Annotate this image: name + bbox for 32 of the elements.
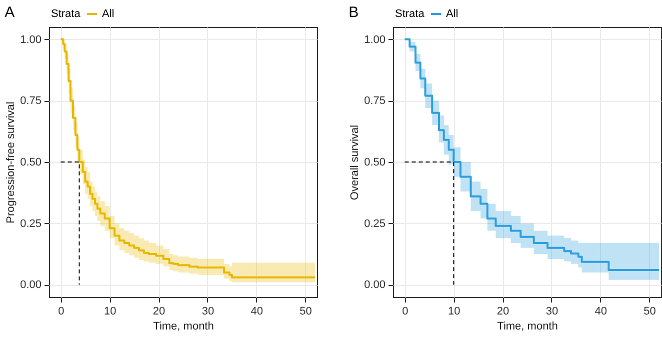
y-tick-label: 1.00 <box>364 34 386 46</box>
x-tick-label: 0 <box>58 306 64 318</box>
x-tick-label: 30 <box>546 306 558 318</box>
y-tick-label: 0.00 <box>20 279 42 292</box>
x-tick-label: 20 <box>152 306 166 318</box>
x-axis-title: Time, month <box>497 320 558 332</box>
legend-label: All <box>102 8 114 20</box>
y-tick-label: 0.75 <box>20 95 42 108</box>
x-tick-label: 30 <box>202 306 214 318</box>
legend-title: Strata <box>395 8 426 20</box>
x-tick-label: 50 <box>644 306 656 318</box>
y-tick-label: 0.25 <box>364 218 386 230</box>
y-axis-title: Overall survival <box>349 124 362 200</box>
x-tick-label: 40 <box>250 306 263 318</box>
x-tick-label: 0 <box>402 306 408 318</box>
x-axis-title: Time, month <box>153 320 214 332</box>
x-tick-label: 20 <box>496 306 510 318</box>
y-tick-label: 0.50 <box>364 156 386 168</box>
y-tick-label: 1.00 <box>20 34 42 46</box>
chart-title: B <box>348 4 359 21</box>
x-tick-label: 10 <box>448 306 460 318</box>
legend-title: Strata <box>51 8 82 20</box>
y-tick-label: 0.50 <box>20 156 42 168</box>
x-tick-label: 50 <box>300 306 312 318</box>
legend-label: All <box>446 8 458 20</box>
y-tick-label: 0.25 <box>20 218 42 230</box>
y-tick-label: 0.75 <box>364 95 386 108</box>
chart-title: A <box>4 4 15 21</box>
y-axis-title: Progression-free survival <box>5 102 18 224</box>
x-tick-label: 40 <box>594 306 607 318</box>
x-tick-label: 10 <box>104 306 116 318</box>
y-tick-label: 0.00 <box>364 279 386 292</box>
